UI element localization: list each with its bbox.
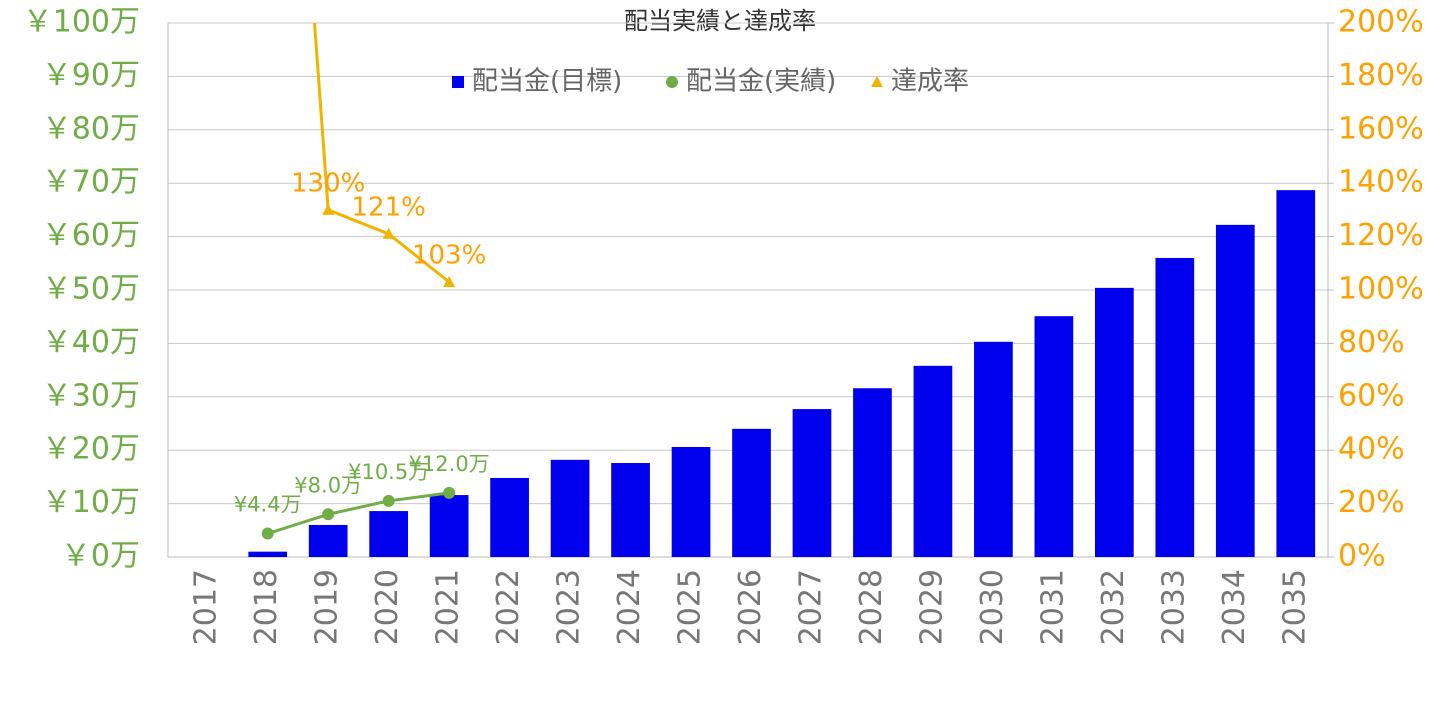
data-label: 130%	[291, 168, 365, 198]
y-tick-label: ￥70万	[42, 165, 140, 200]
bar	[248, 551, 288, 557]
data-label: ¥4.4万	[234, 493, 302, 517]
y-tick-label: ￥60万	[42, 218, 140, 253]
data-label: ¥12.0万	[409, 452, 490, 476]
y2-tick-label: 140%	[1338, 165, 1424, 200]
x-tick-label: 2030	[975, 569, 1010, 645]
y2-tick-label: 200%	[1338, 5, 1424, 40]
x-tick-label: 2027	[793, 569, 828, 645]
legend-marker	[666, 76, 678, 88]
x-tick-label: 2024	[612, 569, 647, 645]
bar	[429, 495, 469, 557]
y2-tick-label: 40%	[1338, 432, 1405, 467]
x-tick-label: 2025	[673, 569, 708, 645]
y-tick-label: ￥0万	[61, 539, 140, 574]
x-tick-label: 2020	[370, 569, 405, 645]
point-marker	[322, 203, 335, 215]
bar	[308, 524, 348, 557]
x-tick-label: 2023	[552, 569, 587, 645]
y-tick-label: ￥40万	[42, 325, 140, 360]
bar	[974, 341, 1013, 557]
y-tick-label: ￥50万	[42, 272, 140, 307]
series-line	[313, 23, 451, 284]
plot-area	[248, 23, 1316, 557]
point-marker	[382, 227, 395, 239]
x-tick-label: 2028	[854, 569, 889, 645]
data-label: 121%	[351, 192, 425, 222]
bar	[1094, 287, 1134, 557]
x-tick-label: 2035	[1277, 569, 1312, 645]
y-tick-label: ￥80万	[42, 111, 140, 146]
data-label: ¥8.0万	[294, 473, 362, 497]
x-tick-label: 2019	[310, 569, 345, 645]
point-marker	[261, 527, 274, 540]
bar	[913, 365, 953, 557]
bar	[853, 388, 892, 557]
bar	[792, 409, 832, 557]
bar	[490, 477, 529, 557]
y-tick-label: ￥100万	[23, 5, 140, 40]
x-tick-label: 2017	[189, 569, 224, 645]
bar	[732, 428, 771, 557]
y2-tick-label: 80%	[1338, 325, 1405, 360]
bar	[671, 446, 711, 557]
bar	[1155, 257, 1195, 557]
point-marker	[443, 275, 456, 287]
y2-tick-label: 60%	[1338, 378, 1405, 413]
legend-marker	[452, 76, 464, 88]
bar	[369, 511, 409, 557]
x-tick-label: 2022	[491, 569, 526, 645]
y2-tick-label: 0%	[1338, 539, 1386, 574]
y-tick-label: ￥90万	[42, 58, 140, 93]
x-tick-label: 2034	[1217, 569, 1252, 645]
x-tick-label: 2018	[249, 569, 284, 645]
y2-tick-label: 20%	[1338, 485, 1405, 520]
chart-title: 配当実績と達成率	[624, 7, 816, 35]
y2-tick-label: 120%	[1338, 218, 1424, 253]
legend-label: 達成率	[891, 67, 969, 97]
x-tick-label: 2026	[733, 569, 768, 645]
bar	[550, 459, 590, 557]
y-tick-label: ￥20万	[42, 432, 140, 467]
legend-label: 配当金(目標)	[472, 67, 622, 97]
legend-marker	[871, 76, 883, 87]
x-tick-label: 2029	[914, 569, 949, 645]
data-label: 103%	[412, 240, 486, 270]
bar	[1034, 316, 1074, 557]
y2-tick-label: 100%	[1338, 272, 1424, 307]
data-label: ¥10.5万	[348, 460, 429, 484]
y2-tick-label: 180%	[1338, 58, 1424, 93]
bar	[1276, 190, 1316, 557]
y-tick-label: ￥10万	[42, 485, 140, 520]
y2-tick-label: 160%	[1338, 111, 1424, 146]
point-marker	[382, 494, 395, 507]
x-tick-label: 2033	[1156, 569, 1191, 645]
point-marker	[322, 508, 335, 521]
legend-label: 配当金(実績)	[686, 67, 836, 97]
bar	[1215, 224, 1255, 557]
x-tick-label: 2031	[1035, 569, 1070, 645]
series-line	[267, 491, 450, 535]
x-tick-label: 2021	[431, 569, 466, 645]
point-marker	[443, 486, 456, 499]
bar	[611, 463, 650, 557]
x-tick-label: 2032	[1096, 569, 1131, 645]
y-tick-label: ￥30万	[42, 378, 140, 413]
